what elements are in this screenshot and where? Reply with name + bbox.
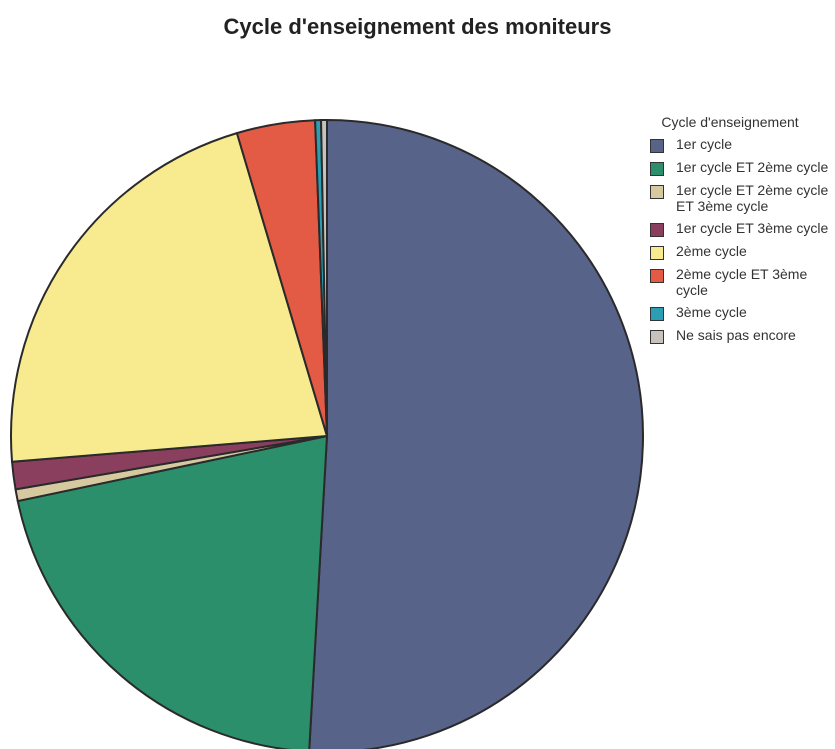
legend: Cycle d'enseignement 1er cycle 1er cycle … bbox=[650, 110, 835, 350]
legend-swatch bbox=[650, 269, 664, 283]
legend-label: 3ème cycle bbox=[676, 304, 747, 320]
pie-area bbox=[10, 118, 644, 749]
legend-label: 1er cycle bbox=[676, 136, 733, 152]
pie-slice bbox=[308, 118, 644, 749]
legend-item: 3ème cycle bbox=[650, 304, 835, 321]
legend-item: 2ème cycle bbox=[650, 243, 835, 260]
legend-swatch bbox=[650, 246, 664, 260]
pie-slice bbox=[10, 131, 329, 463]
legend-item: 1er cycle ET 3ème cycle bbox=[650, 220, 835, 237]
legend-item: Ne sais pas encore bbox=[650, 327, 835, 344]
pie-slice bbox=[320, 118, 328, 437]
legend-item: 1er cycle ET 2ème cycle ET 3ème cycle bbox=[650, 182, 835, 214]
legend-label: 1er cycle ET 2ème cycle bbox=[676, 159, 829, 175]
legend-swatch bbox=[650, 139, 664, 153]
chart-title: Cycle d'enseignement des moniteurs bbox=[223, 14, 612, 39]
pie-slice bbox=[16, 434, 329, 749]
legend-label: 2ème cycle ET 3ème cycle bbox=[676, 266, 808, 298]
legend-item: 1er cycle bbox=[650, 136, 835, 153]
legend-label: Ne sais pas encore bbox=[676, 327, 796, 343]
legend-swatch bbox=[650, 162, 664, 176]
legend-label: 1er cycle ET 2ème cycle ET 3ème cycle bbox=[676, 182, 829, 214]
legend-label: 1er cycle ET 3ème cycle bbox=[676, 220, 829, 236]
legend-swatch bbox=[650, 185, 664, 199]
legend-swatch bbox=[650, 330, 664, 344]
legend-item: 2ème cycle ET 3ème cycle bbox=[650, 266, 835, 298]
legend-swatch bbox=[650, 307, 664, 321]
legend-swatch bbox=[650, 223, 664, 237]
legend-title: Cycle d'enseignement bbox=[661, 114, 799, 130]
legend-item: 1er cycle ET 2ème cycle bbox=[650, 159, 835, 176]
legend-label: 2ème cycle bbox=[676, 243, 747, 259]
